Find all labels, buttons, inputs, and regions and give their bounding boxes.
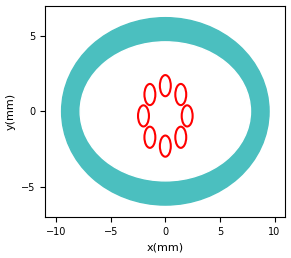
Y-axis label: y(mm): y(mm): [6, 93, 15, 130]
Ellipse shape: [80, 42, 251, 181]
X-axis label: x(mm): x(mm): [147, 243, 184, 252]
Ellipse shape: [62, 18, 269, 205]
